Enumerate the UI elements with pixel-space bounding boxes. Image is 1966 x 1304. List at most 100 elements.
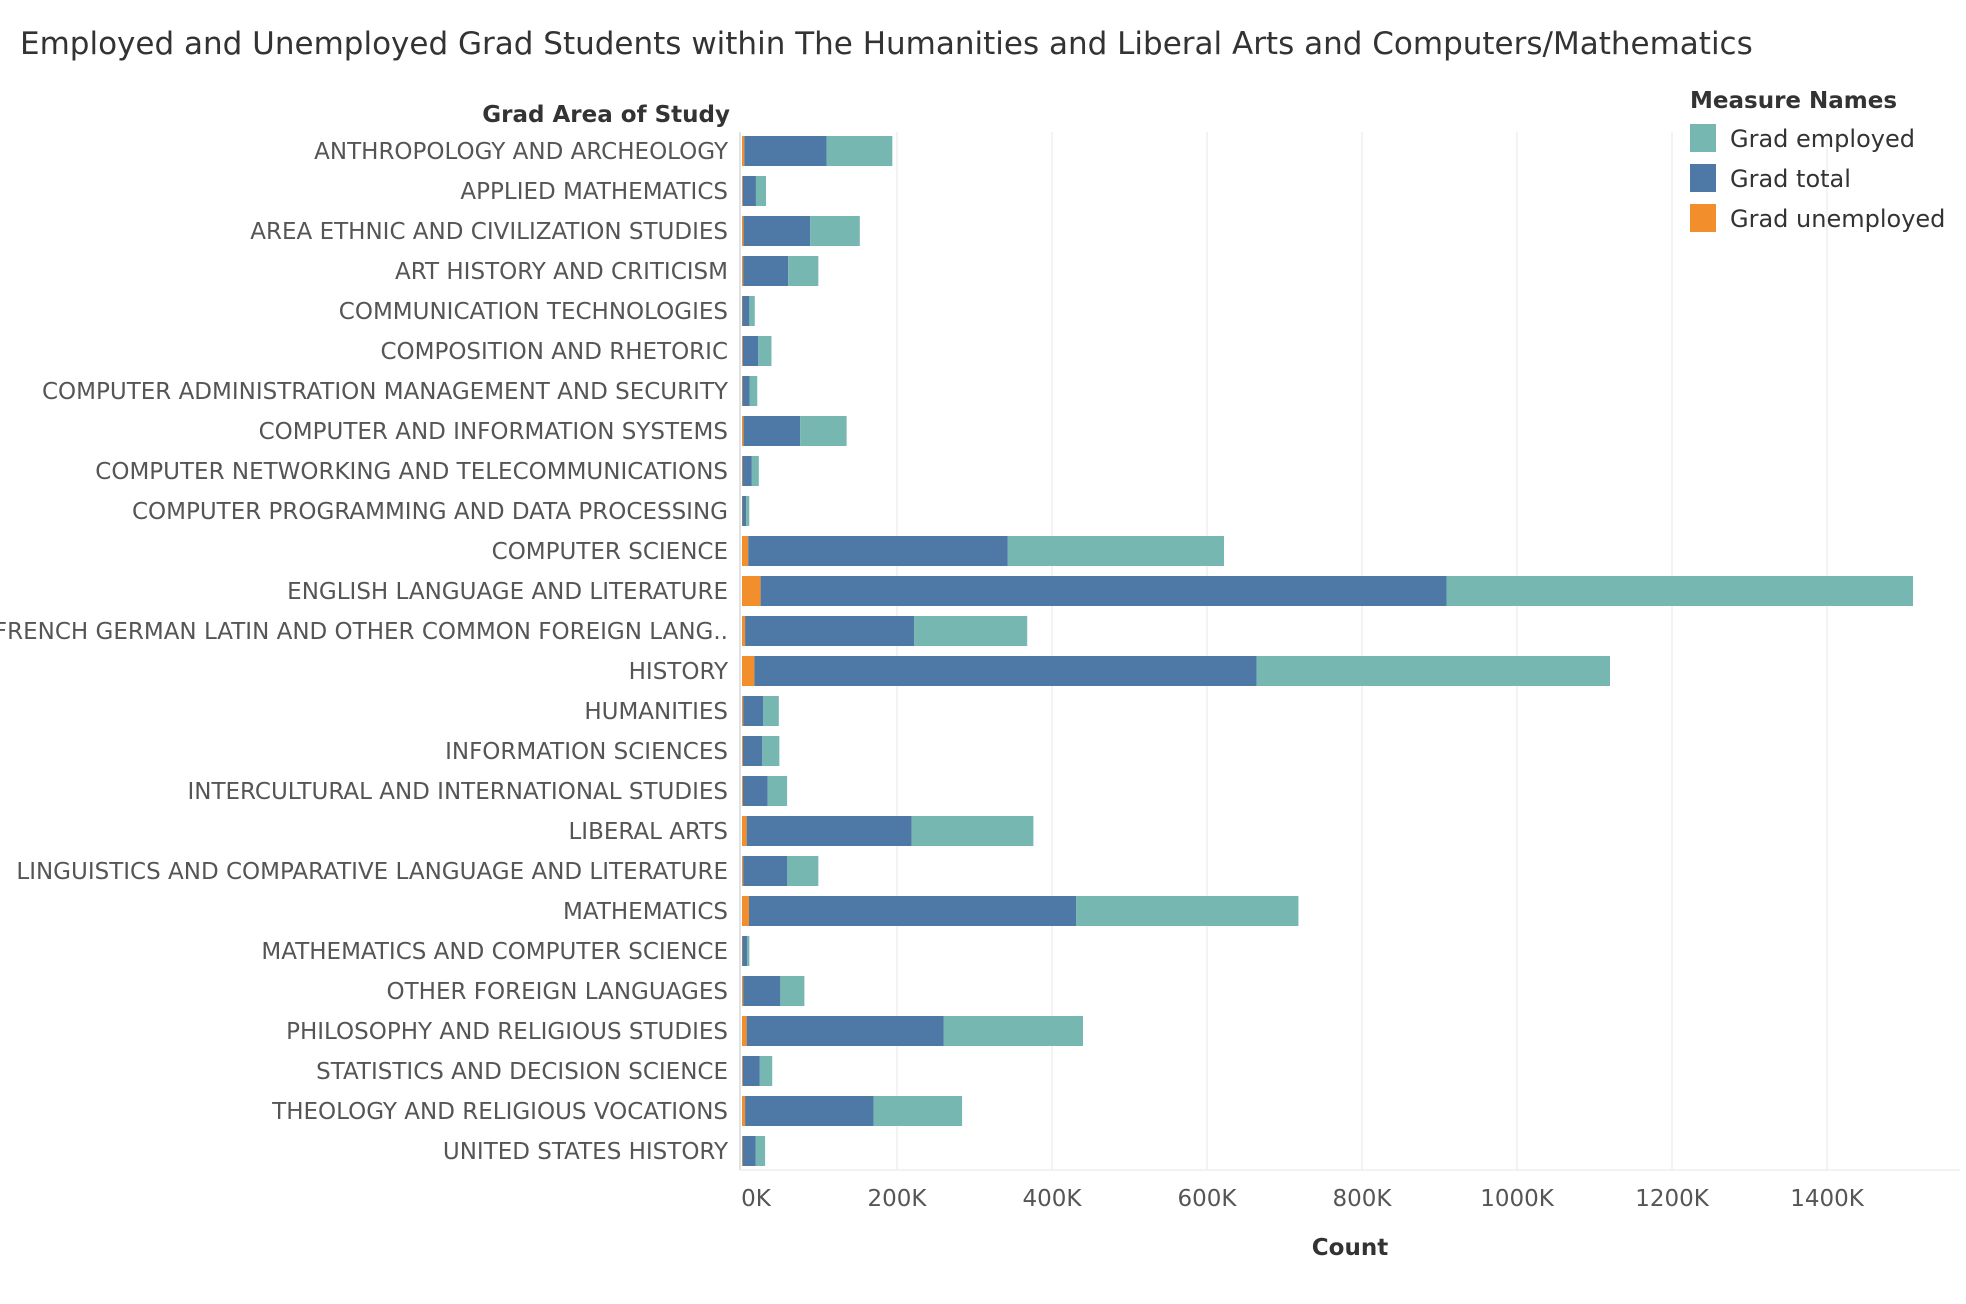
bar-segment	[742, 496, 743, 526]
bar-segment	[760, 576, 1447, 606]
category-label: PHILOSOPHY AND RELIGIOUS STUDIES	[286, 1019, 728, 1045]
bar-segment	[742, 936, 748, 966]
category-label: COMPUTER AND INFORMATION SYSTEMS	[259, 419, 728, 445]
bar-segment	[755, 176, 767, 206]
bar-segment	[742, 136, 745, 166]
bar-segment	[745, 616, 915, 646]
bar-segment	[911, 816, 1034, 846]
bar-segment	[743, 216, 811, 246]
bar-segment	[873, 1096, 963, 1126]
bar-segment	[742, 856, 744, 886]
legend-label: Grad total	[1730, 165, 1851, 193]
bar-segment	[742, 616, 746, 646]
category-label: LINGUISTICS AND COMPARATIVE LANGUAGE AND…	[16, 859, 728, 885]
bar-segment	[742, 296, 750, 326]
x-tick-label: 0K	[741, 1186, 772, 1212]
bar-segment	[754, 656, 1257, 686]
category-label: OTHER FOREIGN LANGUAGES	[387, 979, 728, 1005]
category-label: COMPUTER ADMINISTRATION MANAGEMENT AND S…	[42, 379, 729, 405]
bar-segment	[742, 1016, 747, 1046]
x-tick-label: 1000K	[1480, 1186, 1555, 1212]
bar-segment	[742, 176, 743, 206]
x-tick-label: 800K	[1333, 1186, 1393, 1212]
bar-segment	[742, 376, 743, 406]
bar-segment	[748, 536, 1008, 566]
bar-segment	[742, 216, 744, 246]
bar-segment	[742, 1136, 756, 1166]
bar-segment	[749, 296, 755, 326]
bar-segment	[742, 456, 752, 486]
category-label: ART HISTORY AND CRITICISM	[395, 259, 728, 285]
bar-segment	[742, 736, 743, 766]
legend-items: Grad employed Grad total Grad unemployed	[1690, 124, 1945, 233]
bar-segment	[1256, 656, 1610, 686]
x-tick-label: 400K	[1023, 1186, 1083, 1212]
category-label: HUMANITIES	[584, 699, 728, 725]
bar-segment	[749, 376, 758, 406]
category-label: HISTORY	[629, 659, 729, 685]
legend-title: Measure Names	[1690, 88, 1897, 114]
legend-swatch	[1690, 164, 1716, 192]
bar-segment	[743, 976, 781, 1006]
bar-segment	[742, 816, 747, 846]
chart-title: Employed and Unemployed Grad Students wi…	[20, 26, 1753, 62]
bar-segment	[742, 496, 747, 526]
bar-segment	[742, 696, 744, 726]
x-tick-label: 200K	[868, 1186, 928, 1212]
bar-segment	[748, 896, 1077, 926]
bar-segment	[742, 1136, 743, 1166]
category-label: ENGLISH LANGUAGE AND LITERATURE	[287, 579, 728, 605]
grid-lines	[739, 132, 1960, 1171]
category-label: ANTHROPOLOGY AND ARCHEOLOGY	[314, 139, 729, 165]
bar-segment	[742, 296, 743, 326]
category-label: MATHEMATICS AND COMPUTER SCIENCE	[261, 939, 728, 965]
category-label: MATHEMATICS	[563, 899, 728, 925]
bar-segment	[742, 576, 761, 606]
category-label: THEOLOGY AND RELIGIOUS VOCATIONS	[271, 1099, 728, 1125]
bar-segment	[742, 536, 749, 566]
category-label: COMPUTER SCIENCE	[492, 539, 728, 565]
bar-segment	[742, 336, 759, 366]
bar-segment	[762, 736, 780, 766]
bar-segment	[746, 1016, 944, 1046]
category-label: STATISTICS AND DECISION SCIENCE	[316, 1059, 728, 1085]
bar-segment	[758, 336, 772, 366]
bar-segment	[742, 456, 743, 486]
bar-segment	[742, 936, 743, 966]
category-label: COMPUTER PROGRAMMING AND DATA PROCESSING	[132, 499, 728, 525]
bar-segment	[1076, 896, 1299, 926]
bar-segment	[742, 1056, 743, 1086]
bar-segment	[742, 976, 744, 1006]
bar-segment	[755, 1136, 766, 1166]
bar-segment	[742, 656, 755, 686]
x-tick-label: 1200K	[1635, 1186, 1710, 1212]
bar-segment	[744, 136, 827, 166]
bar-segment	[788, 256, 819, 286]
x-axis-title: Count	[1312, 1235, 1388, 1261]
category-label: UNITED STATES HISTORY	[443, 1139, 729, 1165]
bar-segment	[751, 456, 759, 486]
bar-segment	[743, 256, 789, 286]
category-labels: ANTHROPOLOGY AND ARCHEOLOGY APPLIED MATHE…	[0, 139, 729, 1165]
bar-segment	[742, 176, 756, 206]
bar-segment	[780, 976, 805, 1006]
bar-segment	[763, 696, 779, 726]
x-tick-label: 600K	[1178, 1186, 1238, 1212]
bar-segment	[1446, 576, 1914, 606]
bar-segment	[747, 936, 750, 966]
bar-segment	[759, 1056, 773, 1086]
bar-segment	[800, 416, 847, 446]
category-label: COMPOSITION AND RHETORIC	[380, 339, 728, 365]
legend-label: Grad unemployed	[1730, 205, 1945, 233]
bars	[742, 136, 1914, 1166]
x-tick-labels: 0K 200K 400K 600K 800K 1000K 1200K 1400K	[741, 1186, 1865, 1212]
bar-segment	[914, 616, 1028, 646]
bar-segment	[810, 216, 860, 246]
category-label: INTERCULTURAL AND INTERNATIONAL STUDIES	[187, 779, 728, 805]
bar-segment	[1007, 536, 1225, 566]
legend-swatch	[1690, 124, 1716, 152]
category-label: LIBERAL ARTS	[568, 819, 728, 845]
bar-segment	[742, 736, 763, 766]
category-label: APPLIED MATHEMATICS	[460, 179, 728, 205]
